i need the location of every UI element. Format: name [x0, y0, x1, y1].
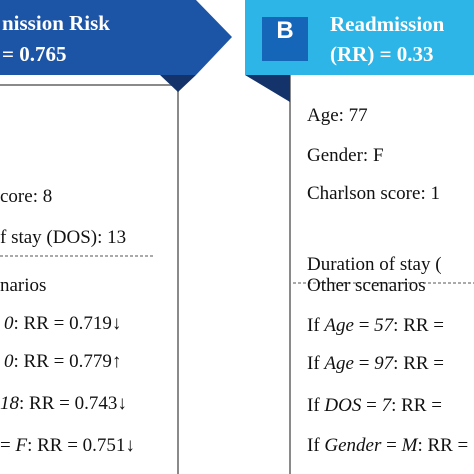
- section-title: narios: [0, 275, 47, 296]
- scenario-text: : RR = 0.719↓: [13, 313, 122, 334]
- attribute: Age: 77: [307, 105, 368, 126]
- scenario-var: F: [15, 435, 28, 456]
- attribute: f stay (DOS): 13: [0, 227, 127, 248]
- scenario-text: : RR = 0.779↑: [13, 351, 122, 372]
- banner-text: = 0.765: [2, 42, 67, 66]
- attribute: Charlson score: 1: [307, 183, 440, 204]
- scenario-value: 57: [374, 315, 394, 336]
- scenario: If Age = 57: RR =: [307, 316, 444, 335]
- scenario-text: : RR =: [393, 353, 445, 374]
- section-title: Other scenarios: [307, 275, 426, 296]
- scenario-var: 18: [0, 393, 19, 414]
- scenario-text: =: [361, 395, 382, 416]
- scenario-text: =: [381, 435, 402, 456]
- scenario-text: If: [307, 315, 325, 336]
- scenario-text: : RR =: [417, 435, 469, 456]
- scenario-text: : RR = 0.751↓: [27, 435, 135, 456]
- badge-label: B: [276, 17, 294, 44]
- scenario-text: If: [307, 395, 325, 416]
- scenario: If Gender = M: RR =: [307, 436, 468, 455]
- scenario: = F: RR = 0.751↓: [0, 436, 135, 455]
- banner-text: (RR) = 0.33: [330, 42, 434, 66]
- scenario-text: : RR =: [391, 395, 442, 416]
- scenario-text: : RR = 0.743↓: [19, 393, 127, 414]
- panel-b-box: [289, 71, 474, 474]
- banner-text: Readmission: [330, 12, 445, 36]
- scenario: If Age = 97: RR =: [307, 354, 444, 373]
- scenario-value: 7: [381, 395, 392, 416]
- scenario-var: Gender: [324, 435, 382, 456]
- panel-a-box: [0, 84, 179, 474]
- scenario-var: 0: [4, 313, 14, 334]
- panel-b-badge: [262, 17, 308, 61]
- scenario-text: If: [307, 353, 325, 374]
- panel-b-fold: [245, 75, 290, 102]
- scenario-var: Age: [324, 315, 354, 336]
- scenario-text: : RR =: [393, 315, 445, 336]
- scenario: 0: RR = 0.719↓: [4, 314, 121, 333]
- panel-a-fold: [160, 75, 196, 92]
- scenario: 0: RR = 0.779↑: [4, 352, 121, 371]
- scenario-var: DOS: [324, 395, 362, 416]
- scenario-text: =: [353, 315, 375, 336]
- attribute: Gender: F: [307, 145, 384, 166]
- scenario-text: =: [353, 353, 375, 374]
- panel-a-banner: [0, 0, 232, 75]
- scenario-var: 0: [4, 351, 14, 372]
- scenario-text: If: [307, 435, 325, 456]
- scenario-text: =: [0, 435, 16, 456]
- scenario-value: 97: [374, 353, 394, 374]
- scenario-value: M: [401, 435, 418, 456]
- attribute: core: 8: [0, 186, 53, 207]
- scenario-var: Age: [324, 353, 354, 374]
- banner-text: nission Risk: [2, 11, 110, 35]
- attribute: Duration of stay (: [307, 254, 442, 275]
- scenario: If DOS = 7: RR =: [307, 396, 442, 415]
- scenario: 18: RR = 0.743↓: [0, 394, 127, 413]
